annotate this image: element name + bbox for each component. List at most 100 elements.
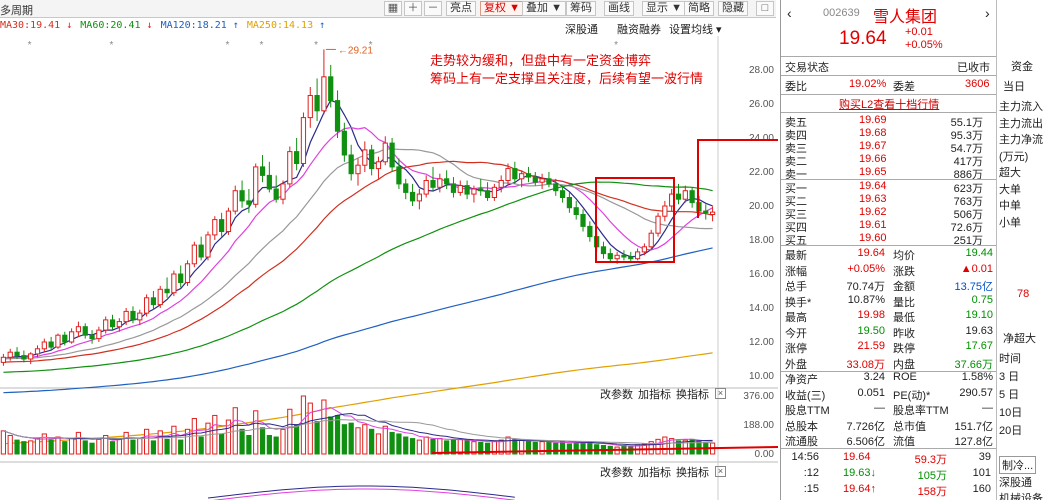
- volume-bar: [505, 436, 511, 455]
- stat-label: 均价: [893, 250, 915, 262]
- candle: [205, 234, 211, 258]
- stat-value: 19.50: [857, 324, 885, 337]
- candle: [634, 251, 641, 260]
- volume-bar: [89, 442, 95, 455]
- order-volume: 886万: [953, 169, 983, 182]
- sector-tag[interactable]: 机械设备: [999, 493, 1043, 500]
- net-super-label: 净超大: [1003, 333, 1036, 345]
- volume-bar: [137, 438, 143, 455]
- event-marker[interactable]: *: [225, 40, 229, 51]
- ma120-line: [3, 247, 713, 394]
- add-indicator-link[interactable]: 加指标: [638, 389, 671, 401]
- candle: [457, 185, 463, 193]
- next-stock-icon[interactable]: ›: [985, 5, 990, 21]
- switch-indicator-link[interactable]: 换指标: [676, 467, 709, 479]
- volume-tick-label: 376.00: [743, 391, 774, 402]
- close-icon[interactable]: ×: [715, 466, 726, 477]
- event-marker[interactable]: *: [614, 40, 618, 51]
- volume-bar: [273, 436, 279, 455]
- edit-params-link[interactable]: 改参数: [600, 389, 633, 401]
- order-volume: 54.7万: [950, 143, 983, 156]
- event-marker[interactable]: *: [260, 40, 264, 51]
- period-row: 20日: [999, 425, 1023, 437]
- switch-indicator-link[interactable]: 换指标: [676, 389, 709, 401]
- industry-tag[interactable]: 制冷...: [999, 456, 1037, 474]
- stat-label: ROE: [893, 371, 917, 383]
- volume-bar: [150, 440, 157, 455]
- volume-bar: [662, 436, 668, 455]
- order-label: 卖四: [785, 130, 807, 143]
- order-price: 19.67: [859, 140, 887, 153]
- ma20-line: [3, 148, 713, 360]
- stat-row: 流通股 6.506亿 流值 127.8亿: [781, 433, 997, 448]
- simplify-button[interactable]: 简略: [684, 1, 714, 16]
- today-tab[interactable]: 当日: [1003, 81, 1025, 93]
- event-marker[interactable]: *: [369, 40, 373, 51]
- weicha-value: 3606: [965, 78, 990, 90]
- chips-button[interactable]: 筹码: [566, 1, 596, 16]
- stat-label: 换手*: [785, 296, 812, 309]
- event-marker[interactable]: *: [314, 40, 318, 51]
- tick-price: 19.63↓: [843, 467, 877, 479]
- callout-line: [697, 139, 778, 218]
- ma10-line: [3, 126, 713, 360]
- bid-row: 买三 19.62 506万: [781, 206, 997, 221]
- volume-bar: [314, 421, 320, 455]
- volume-bar: [389, 431, 395, 455]
- tick-row: 14:56 19.64 59.3万 39: [781, 451, 997, 466]
- stat-label: 金额: [893, 281, 915, 293]
- capital-row: 超大: [999, 167, 1021, 179]
- overlay-button[interactable]: 叠加 ▼: [522, 1, 566, 16]
- event-marker[interactable]: *: [110, 40, 114, 51]
- volume-bar: [512, 438, 518, 455]
- draw-line-button[interactable]: 画线: [604, 1, 634, 16]
- candle: [348, 154, 354, 175]
- volume-bar: [184, 428, 191, 455]
- restore-icon[interactable]: □: [756, 1, 774, 16]
- candle: [68, 331, 75, 343]
- ask-row: 卖三 19.67 54.7万: [781, 140, 997, 156]
- add-indicator-link[interactable]: 加指标: [638, 467, 671, 479]
- candle: [512, 168, 518, 180]
- candle: [382, 142, 388, 163]
- zoom-out-icon[interactable]: －: [424, 1, 442, 16]
- grid-icon[interactable]: ▦: [384, 1, 402, 16]
- candle: [314, 95, 320, 112]
- adjust-price-button[interactable]: 复权 ▼: [480, 1, 524, 16]
- capital-tab[interactable]: 资金: [1011, 61, 1033, 73]
- margin-trading-link[interactable]: 融资融券: [617, 24, 661, 36]
- zoom-in-icon[interactable]: ＋: [404, 1, 422, 16]
- order-volume: 506万: [953, 208, 983, 221]
- stat-row: 总股本 7.726亿 总市值 151.7亿: [781, 418, 997, 433]
- multi-period-menu[interactable]: 多周期: [0, 5, 33, 17]
- weibi-row: 委比 19.02% 委差 3606: [785, 78, 990, 93]
- edit-params-link[interactable]: 改参数: [600, 467, 633, 479]
- ma-settings-link[interactable]: 设置均线 ▾: [669, 24, 722, 36]
- price-tick-label: 10.00: [749, 371, 774, 382]
- shenguotong-tag[interactable]: 深股通: [999, 477, 1032, 489]
- hide-button[interactable]: 隐藏: [718, 1, 748, 16]
- candle: [409, 191, 416, 202]
- stat-value: 0.051: [857, 386, 885, 399]
- candle: [389, 142, 395, 168]
- stat-label: 总手: [785, 281, 807, 293]
- stat-value: 3.24: [863, 371, 885, 383]
- event-marker[interactable]: *: [28, 40, 32, 51]
- highlight-button[interactable]: 亮点: [446, 1, 476, 16]
- display-button[interactable]: 显示 ▼: [642, 1, 686, 16]
- prev-stock-icon[interactable]: ‹: [787, 5, 792, 21]
- order-label: 卖三: [785, 143, 807, 156]
- close-icon[interactable]: ×: [715, 388, 726, 399]
- stat-value: —: [982, 402, 993, 414]
- l2-link[interactable]: 购买L2查看十档行情: [839, 99, 940, 111]
- ma30-value: MA30:19.41: [0, 20, 61, 31]
- candle: [484, 190, 491, 198]
- volume-bar: [478, 441, 484, 455]
- ma250-value: MA250:14.13: [246, 20, 314, 31]
- kline-chart[interactable]: 28.00 26.00 24.00 22.00 20.00 18.00 16.00 14.00…: [0, 36, 778, 500]
- shenguotong-link[interactable]: 深股通: [565, 24, 598, 36]
- bid-row: 买四 19.61 72.6万: [781, 219, 997, 234]
- capital-row: (万元): [999, 150, 1029, 163]
- stat-value: 19.63: [965, 324, 993, 337]
- price-tick-label: 22.00: [749, 167, 774, 178]
